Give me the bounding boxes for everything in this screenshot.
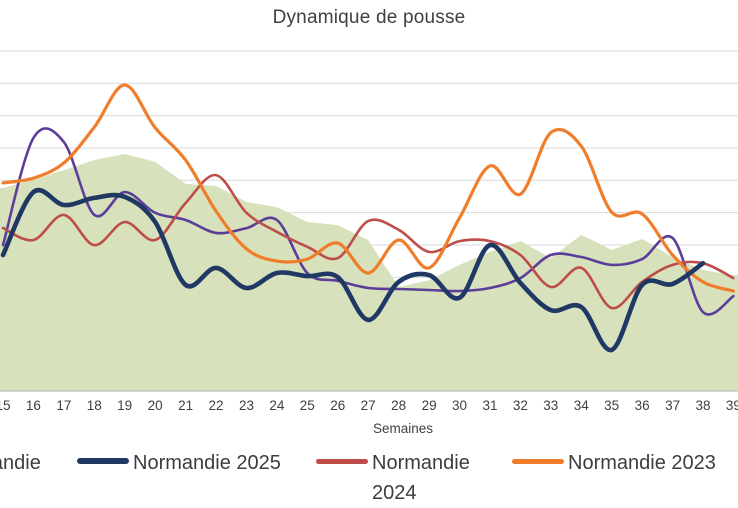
x-tick-label: 20 (148, 398, 163, 413)
line-series-normandie-2020 (1, 127, 735, 316)
line-series-normandie-2024 (1, 173, 735, 310)
legend-item-normandie-2020[interactable]: Normandie 2020 (0, 448, 55, 508)
chart-title: Dynamique de pousse (272, 7, 466, 28)
x-tick-label: 24 (269, 398, 285, 413)
x-tick-label: 26 (330, 398, 345, 413)
x-tick-label: 25 (300, 398, 315, 413)
legend-label-normandie-2023: Normandie 2023 (568, 452, 716, 474)
normandie-2025-line-swatch (77, 458, 129, 464)
x-tick-label: 21 (178, 398, 193, 413)
x-tick-label: 19 (117, 398, 132, 413)
x-axis-label: Semaines (373, 421, 433, 436)
normandie-2023-line-swatch (512, 459, 564, 464)
legend-label-normandie-2025: Normandie 2025 (133, 452, 281, 474)
x-tick-label: 34 (574, 398, 590, 413)
x-tick-label: 17 (56, 398, 71, 413)
x-tick-label: 28 (391, 398, 406, 413)
normandie-2024-line-swatch (316, 459, 368, 464)
x-tick-label: 18 (87, 398, 102, 413)
x-tick-label: 36 (635, 398, 650, 413)
x-tick-label: 32 (513, 398, 528, 413)
x-tick-label: 22 (208, 398, 223, 413)
x-tick-label: 30 (452, 398, 467, 413)
x-tick-label: 35 (604, 398, 619, 413)
growth-dynamics-chart: 15 16 17 18 19 20 21 22 23 24 25 26 27 28 29 30 31 32 33 34… (0, 50, 738, 436)
x-tick-label: 29 (422, 398, 437, 413)
x-tick-label: 37 (665, 398, 680, 413)
x-tick-label: 15 (0, 398, 11, 413)
legend-item-normandie-2023[interactable]: Normandie 2023 (512, 448, 716, 478)
legend-item-normandie-2025[interactable]: Normandie 2025 (77, 448, 281, 478)
chart-legend: Normandie 2020 Normandie 2025 Normandie … (0, 446, 738, 507)
legend-label-normandie-2024: Normandie 2024 (372, 452, 470, 504)
x-tick-label: 31 (482, 398, 497, 413)
legend-item-normandie-2024[interactable]: Normandie 2024 (316, 448, 484, 508)
x-tick-label: 39 (726, 398, 738, 413)
line-series-normandie-2025 (0, 187, 706, 353)
line-series-normandie-2023 (1, 83, 735, 293)
legend-label-normandie-2020: Normandie 2020 (0, 452, 41, 474)
x-tick-label: 16 (26, 398, 41, 413)
x-tick-label: 23 (239, 398, 254, 413)
x-tick-label: 27 (361, 398, 376, 413)
x-tick-label: 33 (543, 398, 558, 413)
x-tick-label: 38 (695, 398, 710, 413)
